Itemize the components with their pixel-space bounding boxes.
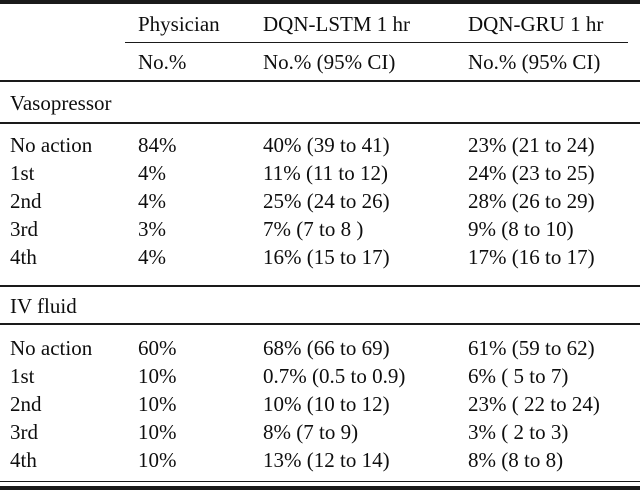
section-title-iv-fluid: IV fluid [10, 294, 77, 318]
cell-dqn-lstm: 7% (7 to 8 ) [263, 217, 364, 241]
header-bottom-rule [0, 80, 640, 82]
cell-dqn-gru: 24% (23 to 25) [468, 161, 595, 185]
table-row: 1st 4% 11% (11 to 12) 24% (23 to 25) [0, 159, 640, 187]
row-label: 1st [10, 364, 35, 388]
row-label: 4th [10, 448, 37, 472]
col-header-physician: Physician [138, 12, 220, 36]
cell-physician: 4% [138, 161, 166, 185]
section-title-vasopressor: Vasopressor [10, 91, 112, 115]
cell-dqn-lstm: 10% (10 to 12) [263, 392, 390, 416]
row-label: No action [10, 133, 93, 157]
empty-header-cell [0, 10, 138, 38]
table-row: No action 60% 68% (66 to 69) 61% (59 to … [0, 334, 640, 362]
row-label: 2nd [10, 392, 42, 416]
sub-header-physician: No.% [138, 50, 187, 74]
table-row: 1st 10% 0.7% (0.5 to 0.9) 6% ( 5 to 7) [0, 362, 640, 390]
row-label: 4th [10, 245, 37, 269]
cell-dqn-gru: 3% ( 2 to 3) [468, 420, 569, 444]
row-label: 3rd [10, 420, 38, 444]
row-label: No action [10, 336, 93, 360]
cell-dqn-gru: 6% ( 5 to 7) [468, 364, 569, 388]
cell-dqn-lstm: 25% (24 to 26) [263, 189, 390, 213]
ivfluid-section-rule [0, 323, 640, 325]
cell-dqn-lstm: 13% (12 to 14) [263, 448, 390, 472]
table-row: No action 84% 40% (39 to 41) 23% (21 to … [0, 131, 640, 159]
table-row: 2nd 4% 25% (24 to 26) 28% (26 to 29) [0, 187, 640, 215]
cell-dqn-lstm: 11% (11 to 12) [263, 161, 389, 185]
cell-dqn-gru: 61% (59 to 62) [468, 336, 595, 360]
table-row: 3rd 3% 7% (7 to 8 ) 9% (8 to 10) [0, 215, 640, 243]
table-row: 4th 10% 13% (12 to 14) 8% (8 to 8) [0, 446, 640, 474]
cell-dqn-gru: 23% ( 22 to 24) [468, 392, 600, 416]
cell-dqn-lstm: 40% (39 to 41) [263, 133, 390, 157]
cell-dqn-gru: 23% (21 to 24) [468, 133, 595, 157]
cell-physician: 10% [138, 420, 177, 444]
cell-dqn-gru: 28% (26 to 29) [468, 189, 595, 213]
cell-physician: 84% [138, 133, 177, 157]
bottom-thin-rule [0, 481, 640, 482]
cell-physician: 4% [138, 245, 166, 269]
cell-physician: 10% [138, 448, 177, 472]
bottom-thick-rule [0, 486, 640, 490]
section-divider-rule [0, 285, 640, 287]
cell-physician: 10% [138, 392, 177, 416]
cell-physician: 3% [138, 217, 166, 241]
sub-header-dqn-gru: No.% (95% CI) [468, 50, 601, 74]
table-row: 3rd 10% 8% (7 to 9) 3% ( 2 to 3) [0, 418, 640, 446]
cell-dqn-gru: 9% (8 to 10) [468, 217, 574, 241]
cell-dqn-lstm: 0.7% (0.5 to 0.9) [263, 364, 406, 388]
cell-physician: 10% [138, 364, 177, 388]
row-label: 3rd [10, 217, 38, 241]
cell-physician: 4% [138, 189, 166, 213]
table-row: 4th 4% 16% (15 to 17) 17% (16 to 17) [0, 243, 640, 271]
col-header-dqn-lstm: DQN-LSTM 1 hr [263, 12, 410, 36]
column-header-row: Physician DQN-LSTM 1 hr DQN-GRU 1 hr [0, 10, 640, 38]
sub-header-row: No.% No.% (95% CI) No.% (95% CI) [0, 48, 640, 76]
cell-dqn-gru: 17% (16 to 17) [468, 245, 595, 269]
row-label: 1st [10, 161, 35, 185]
cell-dqn-gru: 8% (8 to 8) [468, 448, 564, 472]
vasopressor-section-rule [0, 122, 640, 124]
col-header-dqn-gru: DQN-GRU 1 hr [468, 12, 604, 36]
top-rule [0, 0, 640, 4]
table-row: 2nd 10% 10% (10 to 12) 23% ( 22 to 24) [0, 390, 640, 418]
cell-dqn-lstm: 8% (7 to 9) [263, 420, 359, 444]
header-cmid-rule [125, 42, 628, 43]
sub-header-dqn-lstm: No.% (95% CI) [263, 50, 396, 74]
empty-header-cell [0, 48, 138, 76]
cell-dqn-lstm: 16% (15 to 17) [263, 245, 390, 269]
cell-dqn-lstm: 68% (66 to 69) [263, 336, 390, 360]
row-label: 2nd [10, 189, 42, 213]
cell-physician: 60% [138, 336, 177, 360]
